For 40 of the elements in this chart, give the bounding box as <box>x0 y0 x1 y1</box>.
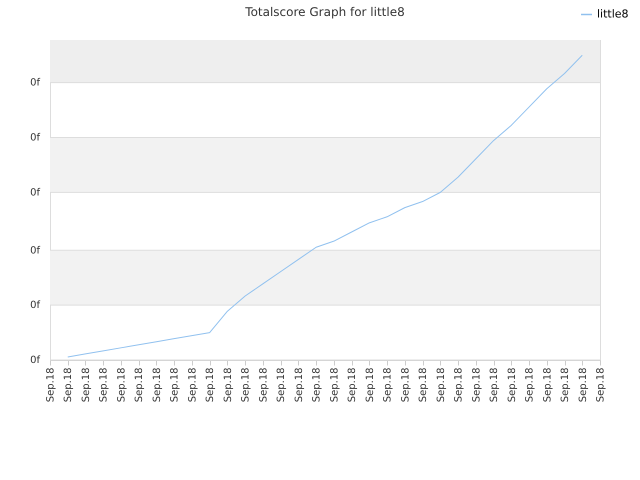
x-tick-label: Sep.18 <box>418 368 430 402</box>
x-tick-label: Sep.18 <box>382 368 394 402</box>
legend-label: little8 <box>597 8 629 20</box>
text: 0f <box>30 245 40 256</box>
x-tick-label: Sep.18 <box>347 368 358 402</box>
x-tick-label: Sep.18 <box>454 368 465 402</box>
x-tick-label: Sep.18 <box>506 368 518 402</box>
x-tick-label: Sep.18 <box>46 368 56 402</box>
x-tick-label: Sep.18 <box>98 368 110 402</box>
x-tick-label: Sep.18 <box>312 368 323 402</box>
text: 0f <box>30 78 40 89</box>
x-tick-label: Sep.18 <box>560 368 572 402</box>
x-tick-label: Sep.18 <box>471 368 482 402</box>
x-tick-label: Sep.18 <box>240 368 252 402</box>
x-tick-label: Sep.18 <box>63 368 74 402</box>
x-tick-label: Sep.18 <box>596 368 606 402</box>
text: 0f <box>30 187 40 198</box>
x-tick-label: Sep.18 <box>276 368 288 402</box>
x-tick-label: Sep.18 <box>152 368 163 402</box>
text: 0f <box>30 132 40 144</box>
x-tick-label: Sep.18 <box>400 368 412 402</box>
text: 0f <box>30 300 40 312</box>
x-tick-label: Sep.18 <box>258 368 270 402</box>
x-tick-label: Sep.18 <box>542 368 554 402</box>
x-tick-label: Sep.18 <box>205 368 216 402</box>
chart-title: Totalscore Graph for little8 <box>244 5 405 19</box>
x-tick-label: Sep.18 <box>80 368 92 402</box>
x-tick-label: Sep.18 <box>329 368 340 402</box>
x-tick-label: Sep.18 <box>294 368 305 402</box>
x-tick-label: Sep.18 <box>116 368 128 402</box>
x-tick-label: Sep.18 <box>489 368 500 402</box>
x-tick-label: Sep.18 <box>134 368 146 402</box>
x-tick-label: Sep.18 <box>187 368 198 402</box>
x-tick-label: Sep.18 <box>524 368 536 402</box>
x-tick-label: Sep.18 <box>170 368 181 402</box>
x-tick-label: Sep.18 <box>364 368 376 402</box>
x-tick-label: Sep.18 <box>436 368 447 402</box>
text: 0f <box>30 355 40 366</box>
x-tick-label: Sep.18 <box>222 368 234 402</box>
x-tick-label: Sep.18 <box>578 368 589 402</box>
